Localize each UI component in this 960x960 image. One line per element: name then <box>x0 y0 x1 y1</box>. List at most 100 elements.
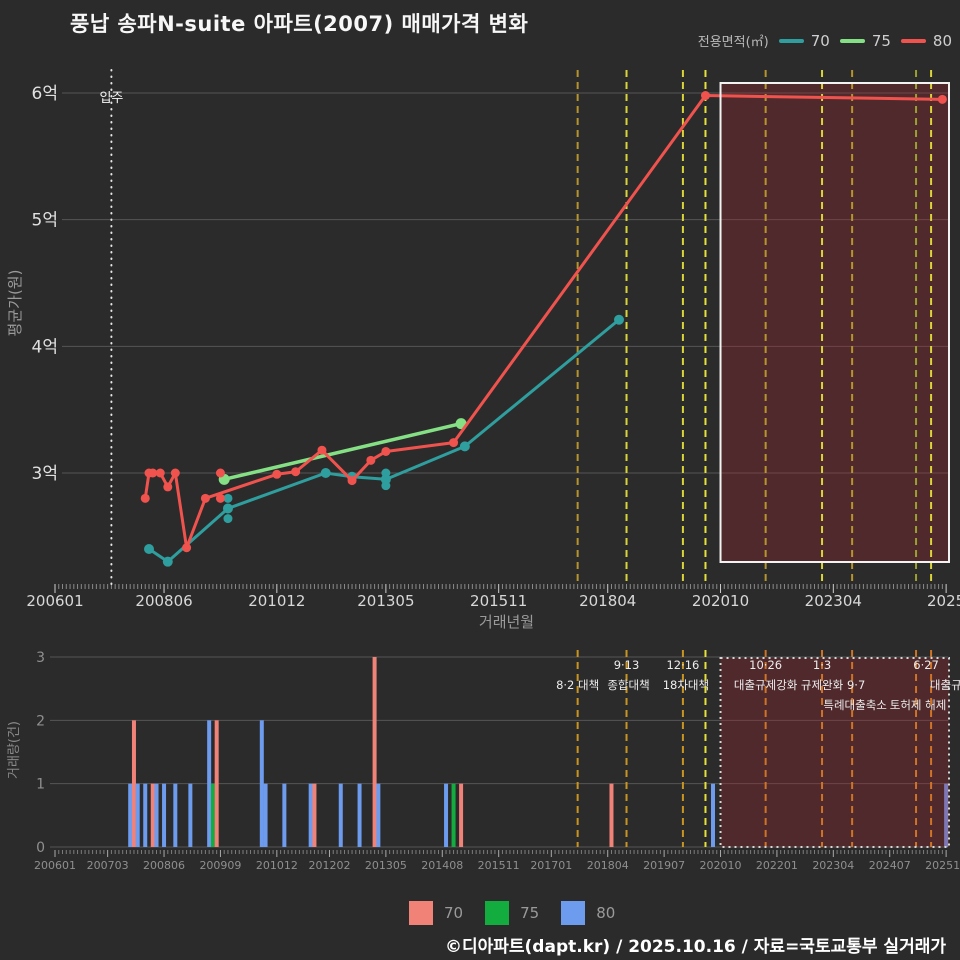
price-series-70 <box>144 314 624 567</box>
data-point-70 <box>222 503 233 514</box>
volume-bar-80 <box>135 783 140 847</box>
volume-y-tick-label: 1 <box>36 777 45 793</box>
policy-event-label: 대출규제강화 <box>734 678 798 692</box>
data-point-80 <box>140 493 150 503</box>
volume-bar-70 <box>372 657 377 847</box>
data-point-80 <box>347 476 357 486</box>
scatter-point-80 <box>215 493 225 503</box>
volume-bar-80 <box>263 783 268 847</box>
volume-x-tick-label: 202407 <box>869 859 911 872</box>
data-point-80 <box>272 469 282 479</box>
volume-x-tick-label: 201408 <box>421 859 463 872</box>
volume-bar-70 <box>214 720 219 847</box>
volume-bar-80 <box>173 783 178 847</box>
volume-x-tick-label: 200703 <box>87 859 129 872</box>
volume-bar-80 <box>259 720 264 847</box>
policy-event-label: 9·13 <box>614 658 640 672</box>
volume-bar-80 <box>444 783 449 847</box>
volume-x-tick-label: 202510 <box>925 859 960 872</box>
volume-bar-80 <box>376 783 381 847</box>
source-credit: ©디아파트(dapt.kr) / 2025.10.16 / 자료=국토교통부 실… <box>444 937 946 957</box>
legend-title: 전용면적(㎡) <box>697 35 769 50</box>
legend-item-80[interactable]: 80 <box>900 32 952 50</box>
volume-bar-80 <box>944 783 949 847</box>
highlight-region-fill <box>720 83 949 562</box>
volume-x-tick-label: 200806 <box>143 859 185 872</box>
data-point-70 <box>459 441 470 452</box>
data-point-70 <box>320 468 331 478</box>
policy-event-label: 8·2 대책 <box>556 678 599 692</box>
x-tick-label: 200601 <box>26 592 83 610</box>
volume-y-tick-label: 2 <box>36 713 45 729</box>
policy-event-label: 종합대책 <box>607 678 649 692</box>
move-in-label: 입주 <box>99 91 123 106</box>
volume-x-tick-label: 202010 <box>700 859 742 872</box>
data-point-80 <box>381 446 391 456</box>
volume-chart-legend: 70 75 80 <box>409 901 615 925</box>
volume-bar-75 <box>451 783 456 847</box>
policy-event-label: 6·27 <box>913 658 939 672</box>
x-tick-label: 202304 <box>805 592 862 610</box>
volume-bar-70 <box>609 783 614 847</box>
price-series-80 <box>140 91 947 553</box>
price-line-75 <box>222 421 463 482</box>
price-chart-legend: 전용면적(㎡) 70 75 80 <box>697 31 952 51</box>
policy-event-label: 18차대책 <box>663 678 709 692</box>
data-point-80 <box>317 445 327 455</box>
price-line-70 <box>147 318 621 564</box>
x-tick-label: 2025 <box>927 592 960 610</box>
legend-item-label: 70 <box>810 31 830 50</box>
x-tick-label: 201804 <box>579 592 636 610</box>
volume-bar-80 <box>143 783 148 847</box>
volume-x-tick-label: 200601 <box>34 859 76 872</box>
policy-event-label: 12·16 <box>666 658 699 672</box>
legend-square-swatch <box>409 901 433 925</box>
data-point-80 <box>155 468 165 478</box>
data-point-80 <box>937 94 947 104</box>
x-axis-title: 거래년월 <box>479 613 534 631</box>
legend-line-swatch <box>778 38 804 43</box>
x-tick-label: 202010 <box>692 592 749 610</box>
policy-event-label: 규제완화 <box>801 678 844 692</box>
volume-bar-70 <box>459 783 464 847</box>
data-point-70 <box>614 314 624 325</box>
policy-event-label: 토허제 해제 <box>890 698 947 712</box>
volume-legend-item-70[interactable]: 70 <box>409 901 463 925</box>
volume-x-tick-label: 201701 <box>530 859 572 872</box>
price-series-75 <box>218 418 467 485</box>
volume-x-tick-label: 201012 <box>256 859 298 872</box>
y-tick-label: 3억 <box>32 464 58 484</box>
volume-x-tick-label: 202201 <box>756 859 798 872</box>
data-point-80 <box>700 91 710 101</box>
legend-item-label: 75 <box>871 31 891 50</box>
y-tick-label: 4억 <box>32 337 58 357</box>
volume-bar-80 <box>282 783 287 847</box>
page-title: 풍납 송파N-suite 아파트(2007) 매매가격 변화 <box>70 12 529 36</box>
volume-highlight-border <box>719 657 951 848</box>
volume-legend-item-80[interactable]: 80 <box>561 901 615 925</box>
data-point-80 <box>449 438 459 448</box>
volume-x-tick-label: 201804 <box>587 859 629 872</box>
volume-bar-80 <box>154 783 159 847</box>
legend-item-75[interactable]: 75 <box>839 31 891 50</box>
scatter-point-80 <box>215 468 225 478</box>
volume-bar-70 <box>150 783 155 847</box>
data-point-80 <box>366 455 376 465</box>
volume-bar-80 <box>308 783 313 847</box>
legend-line-swatch <box>900 38 926 43</box>
legend-item-70[interactable]: 70 <box>778 31 830 50</box>
volume-bar-70 <box>312 783 317 847</box>
data-point-80 <box>170 468 180 478</box>
legend-item-label: 80 <box>596 904 616 922</box>
y-tick-label: 5억 <box>32 211 58 231</box>
data-point-80 <box>182 543 192 553</box>
legend-square-swatch <box>561 901 586 925</box>
data-point-70 <box>162 556 173 567</box>
volume-highlight-fill <box>720 658 949 847</box>
volume-bar-70 <box>131 720 136 847</box>
volume-chart: 0 1 2 3 거래량(건) 200601 200703 200806 200909 201012… <box>7 650 960 872</box>
volume-legend-item-75[interactable]: 75 <box>485 901 539 925</box>
x-tick-label: 200806 <box>135 592 192 610</box>
